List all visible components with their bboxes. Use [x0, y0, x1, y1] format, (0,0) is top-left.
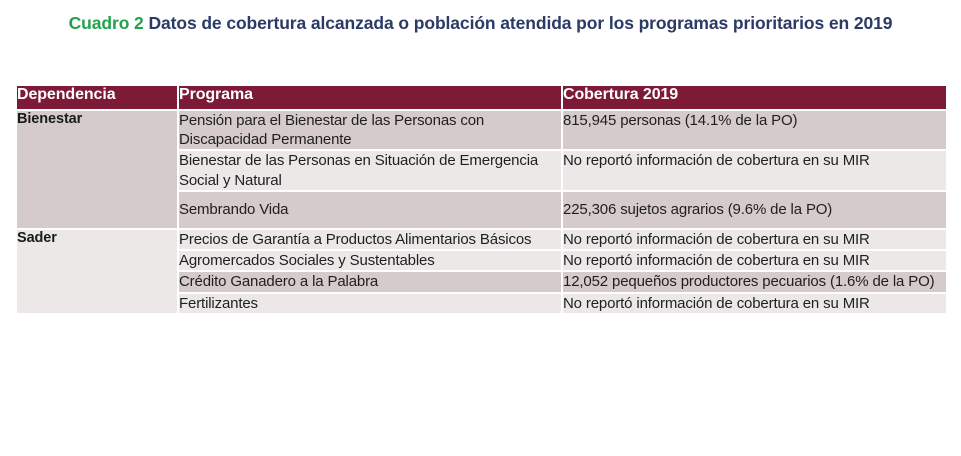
table-header-row: Dependencia Programa Cobertura 2019: [17, 86, 946, 109]
coverage-cell: No reportó información de cobertura en s…: [563, 251, 946, 271]
program-cell: Pensión para el Bienestar de las Persona…: [179, 111, 561, 150]
coverage-cell: No reportó información de cobertura en s…: [563, 293, 946, 313]
coverage-cell: 815,945 personas (14.1% de la PO): [563, 111, 946, 150]
column-header-cobertura: Cobertura 2019: [563, 86, 946, 109]
column-header-programa: Programa: [179, 86, 561, 109]
program-cell: Bienestar de las Personas en Situación d…: [179, 151, 561, 190]
table-row: Bienestar de las Personas en Situación d…: [17, 151, 946, 190]
program-cell: Crédito Ganadero a la Palabra: [179, 272, 561, 292]
table-header: Dependencia Programa Cobertura 2019: [17, 86, 946, 109]
table-row: Crédito Ganadero a la Palabra 12,052 peq…: [17, 272, 946, 292]
table-row: Fertilizantes No reportó información de …: [17, 293, 946, 313]
coverage-cell: 12,052 pequeños productores pecuarios (1…: [563, 272, 946, 292]
page-title: Cuadro 2 Datos de cobertura alcanzada o …: [41, 0, 921, 35]
table-row: Sembrando Vida 225,306 sujetos agrarios …: [17, 191, 946, 228]
program-cell: Sembrando Vida: [179, 191, 561, 228]
table-body: Bienestar Pensión para el Bienestar de l…: [17, 111, 946, 313]
coverage-table-wrapper: Dependencia Programa Cobertura 2019 Bien…: [15, 84, 946, 315]
table-row: Agromercados Sociales y Sustentables No …: [17, 251, 946, 271]
program-cell: Fertilizantes: [179, 293, 561, 313]
program-cell: Agromercados Sociales y Sustentables: [179, 251, 561, 271]
dependency-cell-bienestar: Bienestar: [17, 111, 177, 228]
table-row: Sader Precios de Garantía a Productos Al…: [17, 229, 946, 313]
coverage-cell: No reportó información de cobertura en s…: [563, 151, 946, 190]
title-label-cuadro: Cuadro 2: [68, 13, 144, 33]
coverage-cell: No reportó información de cobertura en s…: [563, 229, 946, 250]
coverage-table: Dependencia Programa Cobertura 2019 Bien…: [15, 84, 948, 315]
coverage-cell: 225,306 sujetos agrarios (9.6% de la PO): [563, 191, 946, 228]
table-row: Bienestar Pensión para el Bienestar de l…: [17, 111, 946, 228]
title-main-text: Datos de cobertura alcanzada o población…: [148, 13, 893, 33]
program-cell: Precios de Garantía a Productos Alimenta…: [179, 229, 561, 250]
column-header-dependencia: Dependencia: [17, 86, 177, 109]
dependency-cell-sader: Sader: [17, 229, 177, 313]
